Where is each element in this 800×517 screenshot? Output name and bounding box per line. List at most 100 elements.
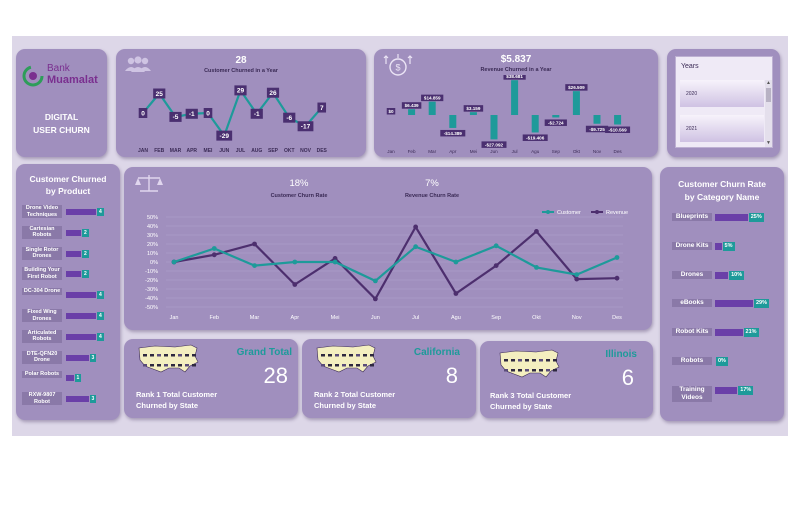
churn-rate-card: 18% Customer Churn Rate 7% Revenue Churn… xyxy=(124,167,652,330)
years-scrollbar[interactable]: ▲ ▼ xyxy=(765,80,772,147)
map-state-cell xyxy=(342,349,346,352)
map-state-cell xyxy=(553,354,557,357)
month-tick-label: Jan xyxy=(387,149,395,154)
customer-data-label: 29 xyxy=(237,88,245,95)
series-point-revenue xyxy=(574,276,580,282)
map-state-cell xyxy=(525,369,529,372)
map-state-cell xyxy=(143,359,147,362)
map-state-cell xyxy=(539,369,543,372)
map-state-cell xyxy=(328,364,332,367)
revenue-data-label: $6.439 xyxy=(405,103,419,108)
revenue-data-label-box xyxy=(463,105,484,112)
product-bar xyxy=(66,333,96,340)
customer-data-label: -17 xyxy=(301,124,311,131)
map-state-cell xyxy=(321,364,325,367)
product-name: DTE-QFN20 Drone xyxy=(22,350,62,364)
category-value: 17% xyxy=(738,385,754,395)
revenue-data-label-box xyxy=(522,134,548,141)
month-tick-label: Agu xyxy=(531,149,540,154)
series-point-revenue xyxy=(372,296,378,302)
customer-data-label: 0 xyxy=(141,110,145,117)
years-option-label: 2020 xyxy=(686,91,698,97)
category-value: 0% xyxy=(716,357,728,366)
series-point-customer xyxy=(252,263,257,268)
map-state-cell xyxy=(546,364,550,367)
month-tick-label: MAR xyxy=(170,148,182,154)
map-state-cell xyxy=(518,369,522,372)
product-bar-list: Drone Video Techniques 4 Cartesian Robots 2… xyxy=(16,204,120,416)
map-state-cell xyxy=(342,364,346,367)
series-point-customer xyxy=(413,244,419,250)
map-state-cell xyxy=(504,364,508,367)
state-caption-line2: Churned by State xyxy=(490,402,553,411)
series-point-customer xyxy=(574,272,580,277)
product-value: 4 xyxy=(97,208,104,216)
product-name: Articulated Robots xyxy=(22,329,62,343)
month-tick-label: JUL xyxy=(236,148,245,154)
years-slicer[interactable]: Years 2020 2021 ▲ ▼ xyxy=(675,56,773,148)
people-icon xyxy=(125,56,151,72)
state-caption-line2: Churned by State xyxy=(136,401,199,410)
state-card-illinois: Illinois 6 Rank 3 Total Customer Churned… xyxy=(480,341,653,418)
month-tick-label: MEI xyxy=(204,148,214,154)
map-state-cell xyxy=(321,359,325,362)
scroll-down-icon[interactable]: ▼ xyxy=(766,140,771,146)
x-tick-label: Mei xyxy=(331,315,340,321)
map-state-cell xyxy=(363,349,367,352)
map-state-cell xyxy=(504,359,508,362)
revenue-bar xyxy=(428,101,436,115)
category-bar xyxy=(715,329,743,337)
years-slicer-option[interactable]: 2021 xyxy=(680,115,764,142)
revenue-data-label: -$27.092 xyxy=(485,142,504,147)
product-value: 2 xyxy=(82,249,89,258)
map-state-cell xyxy=(546,359,550,362)
state-name: Grand Total xyxy=(236,347,292,358)
month-tick-label: APR xyxy=(186,148,197,154)
product-name: RXW-9807 Robot xyxy=(22,392,62,406)
month-tick-label: Des xyxy=(614,149,623,154)
bank-logo-icon xyxy=(22,65,44,87)
state-caption-line1: Rank 1 Total Customer xyxy=(136,390,218,399)
map-state-cell xyxy=(532,359,536,362)
series-point-revenue xyxy=(332,256,338,261)
map-state-cell xyxy=(150,364,154,367)
years-slicer-option[interactable]: 2020 xyxy=(680,80,764,107)
map-state-cell xyxy=(546,369,550,372)
month-tick-label: Mei xyxy=(470,149,477,154)
map-state-cell xyxy=(349,349,353,352)
state-value: 28 xyxy=(263,363,288,388)
state-caption-line1: Rank 2 Total Customer xyxy=(314,390,396,399)
map-state-cell xyxy=(511,354,515,357)
customer-data-label-box xyxy=(203,108,213,118)
x-tick-label: Feb xyxy=(210,315,219,321)
customer-rate-label: Customer Churn Rate xyxy=(270,193,328,199)
legend-label: Revenue xyxy=(606,210,628,216)
revenue-data-label-box xyxy=(421,94,444,102)
money-bag-icon: $ xyxy=(383,54,413,76)
revenue-rate-value: 7% xyxy=(425,178,439,189)
product-name: Polar Robots xyxy=(22,371,62,378)
customer-data-label-box xyxy=(317,102,327,113)
series-point-revenue xyxy=(493,263,499,268)
category-value: 21% xyxy=(743,328,759,338)
product-value: 1 xyxy=(74,374,82,383)
scroll-thumb[interactable] xyxy=(766,88,771,102)
month-tick-label: JAN xyxy=(138,148,148,154)
month-tick-label: Jul xyxy=(512,149,518,154)
map-state-cell xyxy=(349,359,353,362)
scroll-up-icon[interactable]: ▲ xyxy=(766,80,771,86)
state-caption-line1: Rank 3 Total Customer xyxy=(490,391,572,400)
product-name: Building Your First Robot xyxy=(22,267,62,281)
revenue-data-label-box xyxy=(503,75,526,80)
map-state-cell xyxy=(356,349,360,352)
customer-data-label-box xyxy=(138,108,148,118)
map-state-cell xyxy=(532,364,536,367)
map-state-cell xyxy=(143,349,147,352)
revenue-bar xyxy=(531,115,539,133)
map-state-cell xyxy=(178,364,182,367)
series-point-revenue xyxy=(413,224,419,230)
customer-data-label-box xyxy=(250,108,263,119)
y-tick-label: 50% xyxy=(147,215,158,221)
product-bar xyxy=(66,313,96,319)
us-map-icon xyxy=(316,344,377,373)
